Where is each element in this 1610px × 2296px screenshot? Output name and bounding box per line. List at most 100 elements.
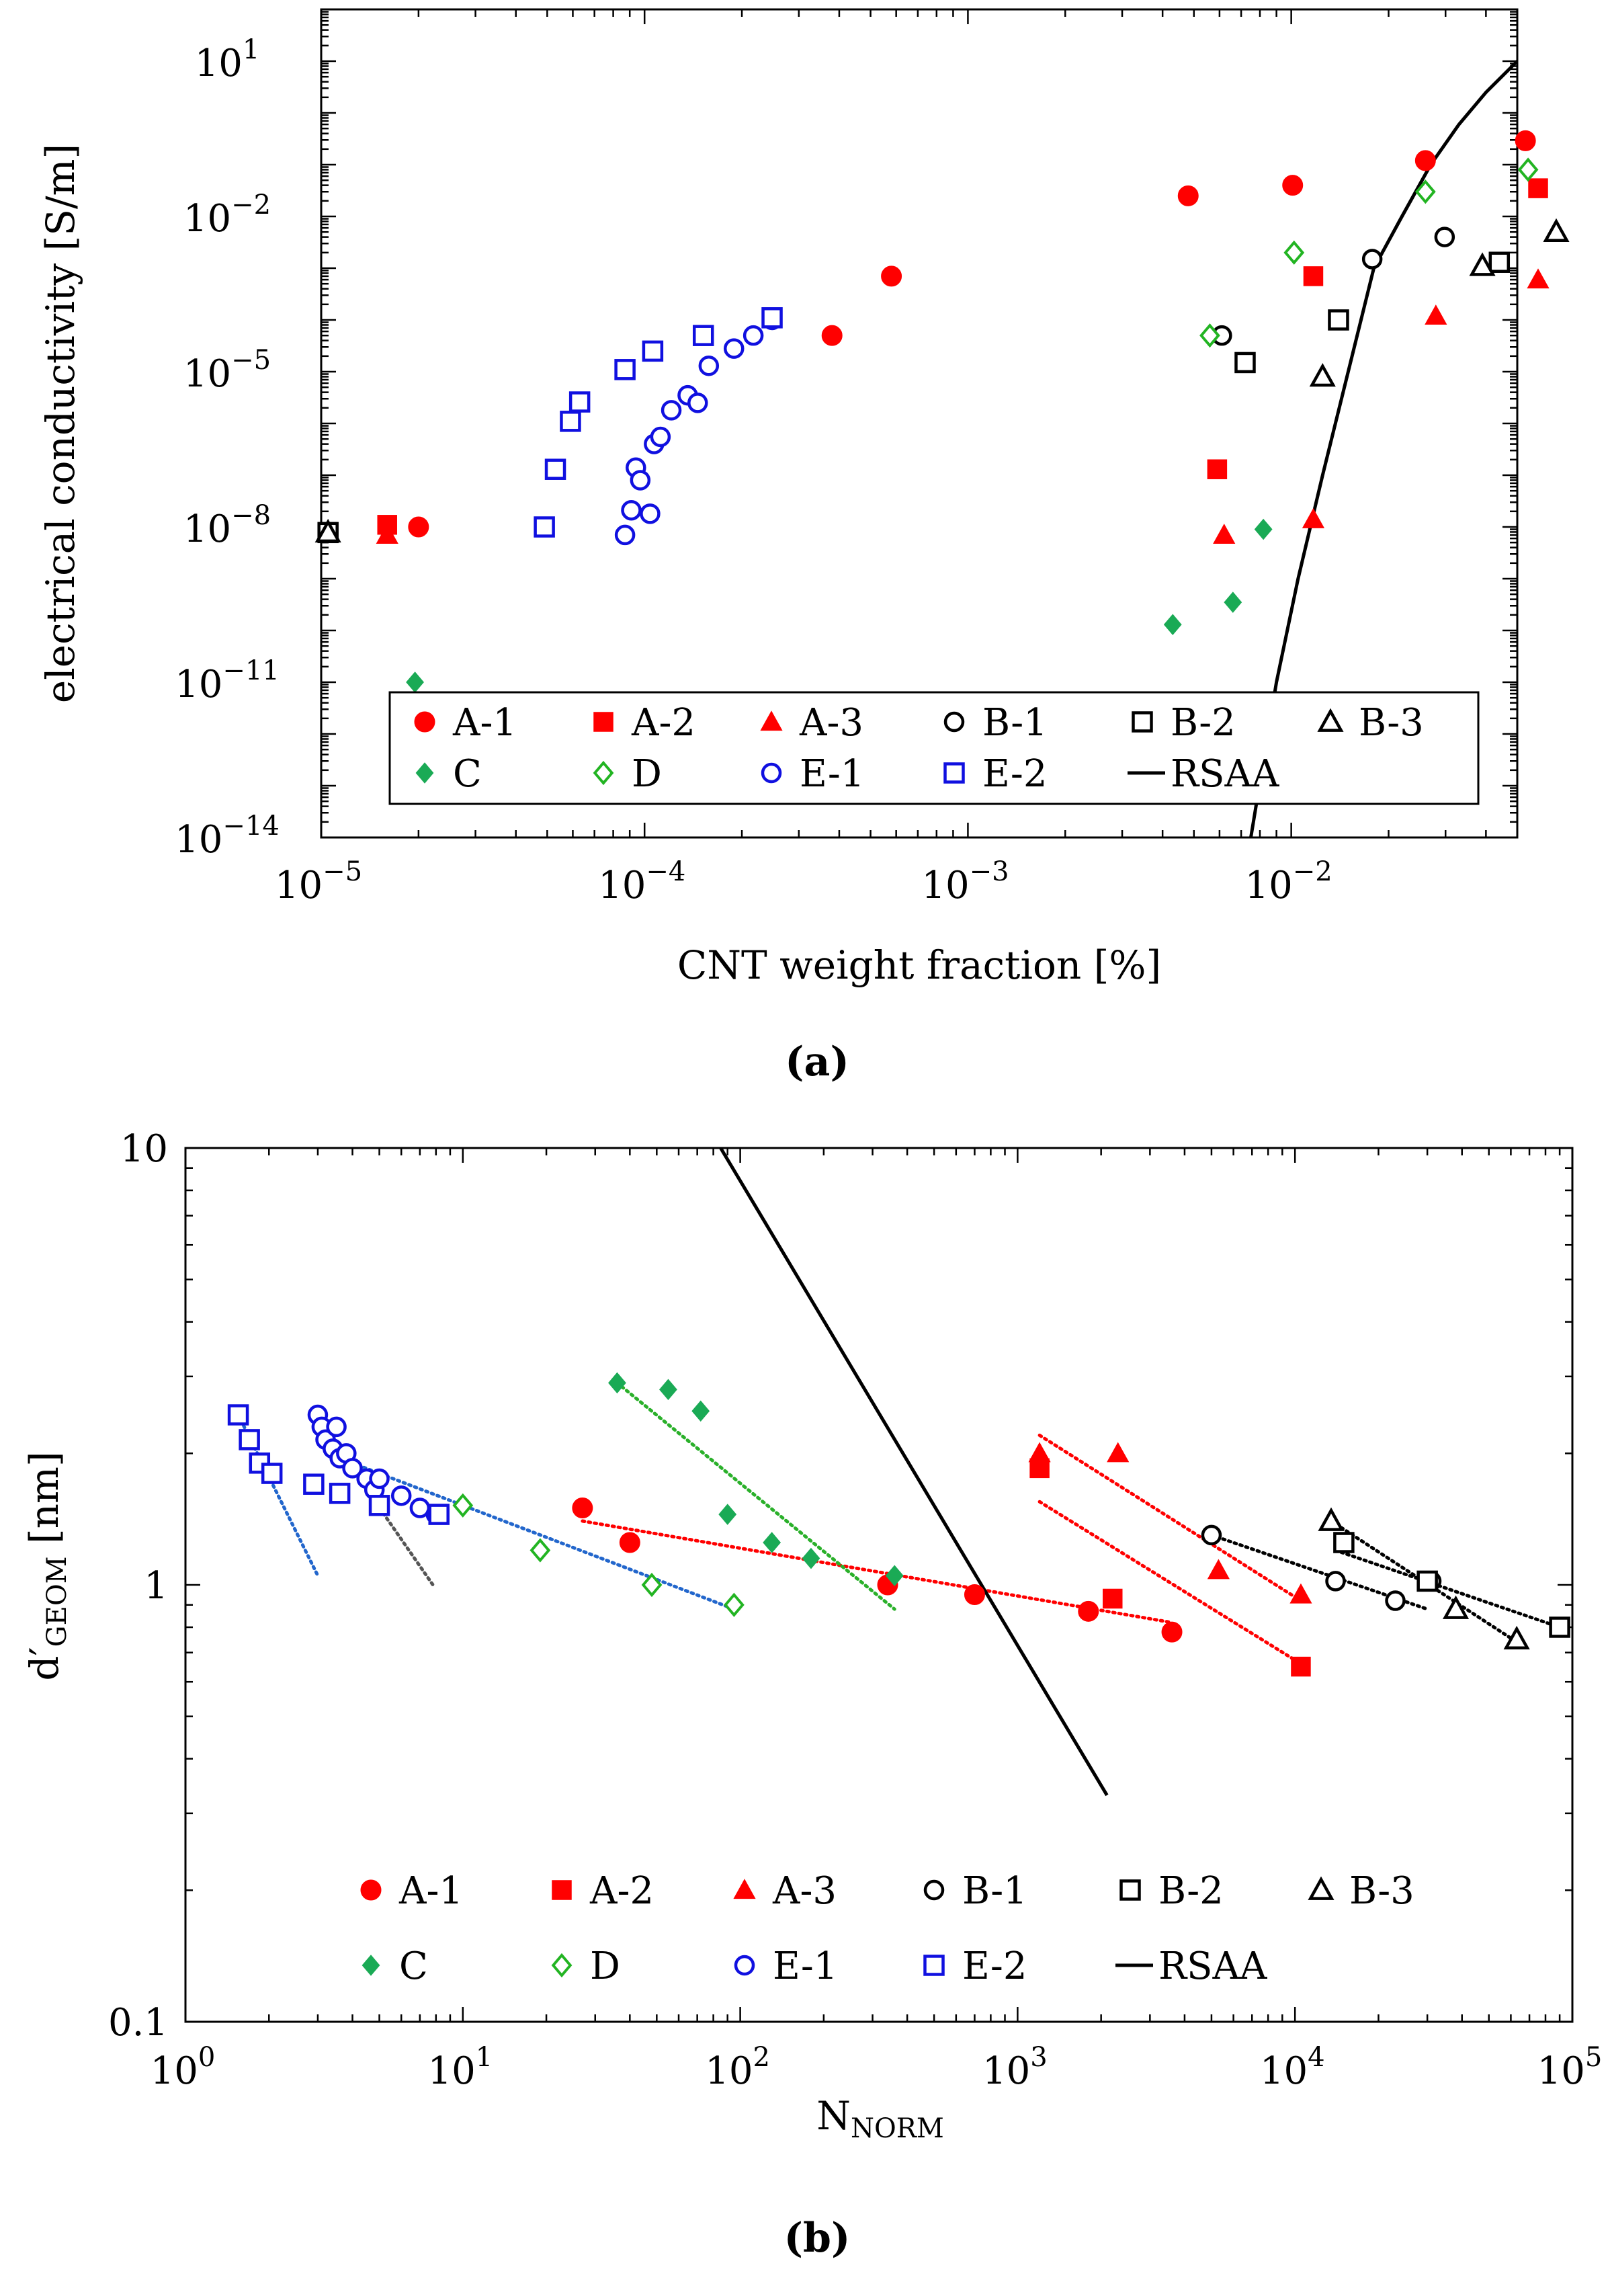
point-b-b-1 (1385, 1590, 1406, 1611)
point-b-b-3 (1442, 1595, 1470, 1619)
legend-swatch-b-c (362, 1955, 380, 1976)
y-tick-label-a: 10−2 (183, 190, 271, 241)
point-a-a-3 (1213, 524, 1236, 544)
legend-swatch-b-1 (943, 711, 965, 733)
point-b-c (885, 1565, 904, 1586)
legend-label-b-b-1: B-1 (962, 1869, 1027, 1913)
legend-label-b-e-1: E-1 (773, 1944, 837, 1988)
panel-a: 10−5 10−4 10−3 10−2 101 10−2 10−5 10−8 10−11 10−… (38, 8, 1570, 1085)
legend-box-a (388, 691, 1480, 805)
x-tick-labels-a: 10−5 10−4 10−3 10−2 (275, 856, 1332, 907)
legend-swatch-a-2 (593, 712, 613, 732)
point-a-e-1 (630, 470, 651, 491)
y-tick-label-b: 1 (144, 1564, 168, 1608)
y-tick-label-a: 101 (195, 34, 260, 85)
y-tick-label-a: 10−11 (175, 655, 280, 706)
point-a-e-1 (614, 524, 636, 546)
point-a-e-1 (661, 400, 682, 421)
legend-swatch-d (593, 760, 614, 786)
y-tick-label-a: 10−5 (183, 345, 271, 396)
legend-swatch-b-3 (1317, 708, 1344, 732)
legend-swatch-b-b-1 (923, 1879, 945, 1901)
point-a-c (406, 671, 424, 693)
point-a-e-2 (534, 516, 555, 538)
point-b-a-1 (572, 1498, 593, 1519)
legend-label-b-a-3: A-3 (772, 1869, 837, 1913)
legend-swatch-c (415, 762, 434, 784)
legend-label-a-3: A-3 (799, 701, 863, 745)
point-a-e-2 (761, 307, 783, 329)
point-b-d (724, 1592, 745, 1617)
fit-line-b-2 (1334, 1549, 1562, 1629)
point-b-e-1 (326, 1416, 347, 1438)
point-b-b-3 (1318, 1507, 1345, 1531)
legend-label-b-rsaa: RSAA (1158, 1944, 1267, 1988)
legend-label-b-e-2: E-2 (962, 1944, 1027, 1988)
point-a-a-3 (1302, 507, 1325, 528)
x-tick-label-a: 10−2 (1245, 856, 1332, 907)
legend-label-e-2: E-2 (982, 752, 1047, 796)
point-b-c (691, 1400, 710, 1422)
x-tick-label-b: 103 (982, 2042, 1048, 2093)
fit-line-a-2 (1037, 1500, 1303, 1666)
point-a-e-2 (568, 391, 591, 413)
y-tick-label-a: 10−8 (183, 500, 271, 551)
point-a-e-2 (560, 411, 581, 432)
point-b-d (452, 1493, 474, 1518)
point-a-b-3 (1469, 252, 1496, 276)
x-tick-labels-b: 100 101 102 103 104 105 (151, 2042, 1603, 2093)
point-b-c (763, 1532, 781, 1553)
point-a-b-2 (1234, 352, 1256, 374)
point-a-a-2 (1303, 266, 1324, 286)
y-axis-title-a: electrical conductivity [S/m] (38, 144, 83, 703)
y-tick-label-a: 10−14 (175, 811, 280, 862)
point-b-b-2 (1333, 1532, 1355, 1553)
point-a-e-1 (743, 325, 764, 346)
legend-label-b-b-2: B-2 (1158, 1869, 1224, 1913)
fit-line-a-3 (1037, 1433, 1303, 1603)
x-tick-label-b: 101 (427, 2042, 493, 2093)
point-b-a-2 (1291, 1656, 1311, 1677)
point-a-a-1 (1177, 185, 1199, 206)
legend-swatch-e-1 (761, 762, 782, 784)
point-a-b-3 (1543, 218, 1570, 243)
point-a-e-1 (650, 426, 671, 448)
legend-swatch-e-2 (943, 762, 965, 784)
point-b-e-1 (369, 1468, 390, 1489)
point-a-d (1199, 323, 1220, 348)
x-tick-label-a: 10−5 (275, 856, 362, 907)
point-a-a-1 (1515, 130, 1536, 151)
y-tick-label-b: 0.1 (108, 2001, 168, 2045)
legend-swatch-b-b-3 (1308, 1876, 1334, 1900)
point-a-a-3 (1425, 304, 1447, 325)
legend-swatch-b-e-2 (923, 1955, 945, 1976)
point-b-a-2 (1103, 1588, 1123, 1609)
point-b-d (529, 1538, 551, 1563)
point-a-e-2 (692, 325, 714, 346)
point-b-c (802, 1547, 820, 1569)
data-marks-b (227, 1372, 1570, 1677)
point-b-e-1 (390, 1485, 412, 1506)
point-a-e-1 (698, 355, 720, 376)
legend-b: A-1 A-2 A-3 B-1 B-2 B-3 C D E-1 E-2 RSAA (360, 1869, 1414, 1988)
legend-swatch-b-a-2 (552, 1880, 572, 1900)
point-a-a-1 (1414, 150, 1436, 171)
x-axis-title-a: CNT weight fraction [%] (677, 942, 1161, 988)
legend-label-d: D (632, 752, 662, 796)
point-a-b-3 (1309, 363, 1336, 387)
point-a-b-3 (314, 518, 341, 543)
point-a-e-1 (640, 503, 661, 524)
legend-swatch-b-b-2 (1119, 1879, 1141, 1901)
legend-label-b-b-3: B-3 (1349, 1869, 1414, 1913)
point-a-e-2 (614, 359, 636, 380)
point-b-e-2 (368, 1495, 390, 1516)
point-a-e-1 (724, 338, 745, 359)
legend-label-c: C (453, 752, 482, 796)
point-b-d (641, 1572, 663, 1598)
point-a-d (1517, 157, 1539, 182)
x-tick-label-b: 102 (705, 2042, 770, 2093)
legend-swatch-a-3 (760, 710, 783, 731)
point-b-e-2 (261, 1463, 283, 1484)
legend-a: A-1 A-2 A-3 B-1 B-2 B-3 C D E-1 E-2 RSAA (414, 701, 1424, 796)
